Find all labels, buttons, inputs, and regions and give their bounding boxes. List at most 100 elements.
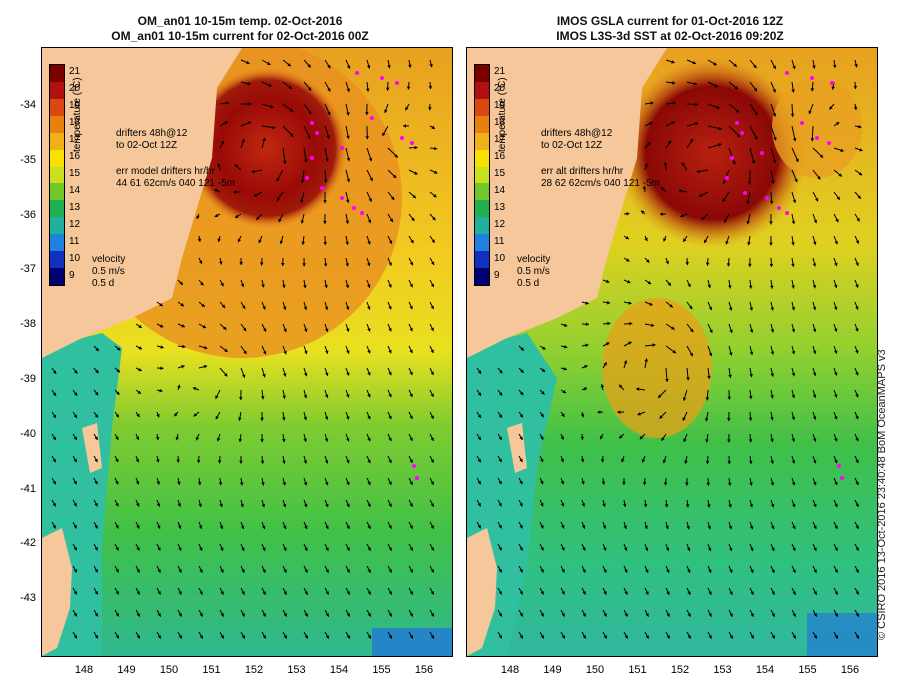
current-arrowhead xyxy=(791,220,796,225)
current-arrowhead xyxy=(560,436,564,440)
drifter-marker xyxy=(410,141,414,145)
current-arrowhead xyxy=(666,613,670,617)
current-arrowhead xyxy=(201,303,205,307)
current-arrowhead xyxy=(219,503,223,508)
current-arrowhead xyxy=(241,374,246,378)
drifter-tracks xyxy=(305,71,419,480)
drifter-marker xyxy=(785,211,789,215)
current-arrowhead xyxy=(707,504,711,508)
current-arrowhead xyxy=(94,613,98,617)
current-arrowhead xyxy=(388,459,392,463)
current-arrowhead xyxy=(750,569,754,573)
current-arrowhead xyxy=(770,307,774,311)
current-arrowhead xyxy=(834,613,838,617)
current-arrowhead xyxy=(498,613,502,617)
current-arrowhead xyxy=(282,460,286,464)
current-arrowhead xyxy=(770,373,775,377)
current-arrowhead xyxy=(304,328,308,332)
current-arrowhead xyxy=(199,613,203,617)
current-arrowhead xyxy=(747,242,751,246)
current-arrowhead xyxy=(198,260,203,264)
current-arrowhead xyxy=(834,459,838,464)
longitude-tick-label: 155 xyxy=(798,664,817,676)
current-arrowhead xyxy=(388,240,393,244)
current-arrowhead xyxy=(409,349,413,354)
current-arrowhead xyxy=(429,63,433,68)
current-arrowhead xyxy=(685,482,689,486)
current-arrowhead xyxy=(855,371,859,376)
current-arrowhead xyxy=(727,439,731,443)
current-arrowhead xyxy=(728,307,733,311)
colorbar-tick-label: 16 xyxy=(494,151,506,163)
current-arrowhead xyxy=(748,263,752,267)
current-arrowhead xyxy=(430,635,434,639)
current-arrowhead xyxy=(519,391,524,396)
current-arrowhead xyxy=(388,547,392,551)
current-arrowhead xyxy=(73,436,77,441)
current-arrowhead xyxy=(659,415,663,419)
current-arrowhead xyxy=(179,281,183,285)
current-arrowhead xyxy=(708,613,712,617)
current-arrowhead xyxy=(540,458,544,463)
colorbar-tick-label: 13 xyxy=(69,201,81,213)
current-arrowhead xyxy=(403,124,407,128)
current-arrowhead xyxy=(678,189,683,193)
current-arrowhead xyxy=(430,393,434,397)
current-arrowhead xyxy=(498,635,502,639)
current-arrowhead xyxy=(246,60,250,65)
current-arrowhead xyxy=(138,324,142,328)
current-arrowhead xyxy=(414,171,418,175)
current-arrowhead xyxy=(754,136,758,140)
current-arrowhead xyxy=(835,218,839,223)
current-arrowhead xyxy=(73,480,77,485)
current-arrowhead xyxy=(220,140,224,145)
current-arrowhead xyxy=(303,460,308,464)
latitude-tick-label: -41 xyxy=(20,482,36,495)
current-arrowhead xyxy=(819,154,824,158)
current-arrowhead xyxy=(624,613,628,617)
current-arrowhead xyxy=(644,547,649,551)
current-arrowhead xyxy=(346,613,350,617)
current-arrowhead xyxy=(345,241,349,245)
current-arrowhead xyxy=(834,262,838,267)
current-arrowhead xyxy=(625,258,630,262)
colorbar-title: temperature (°C) xyxy=(72,77,83,152)
current-arrowhead xyxy=(540,547,544,551)
current-arrowhead xyxy=(115,525,119,529)
current-arrowhead xyxy=(498,480,502,485)
current-arrowhead xyxy=(304,159,308,163)
current-arrowhead xyxy=(283,569,287,573)
longitude-tick-label: 151 xyxy=(202,664,221,676)
current-arrowhead xyxy=(430,525,434,529)
current-arrowhead xyxy=(217,238,221,243)
current-arrowhead xyxy=(498,392,503,396)
current-arrowhead xyxy=(326,135,330,139)
current-arrowhead xyxy=(260,439,264,443)
current-arrowhead xyxy=(770,351,775,355)
velocity-scale: 0.5 m/s xyxy=(517,266,550,277)
left-title-line1: OM_an01 10-15m temp. 02-Oct-2016 xyxy=(137,14,343,28)
current-arrowhead xyxy=(366,88,370,92)
current-arrowhead xyxy=(834,547,838,551)
current-arrowhead xyxy=(791,328,796,333)
drifter-marker xyxy=(412,464,416,468)
current-arrowhead xyxy=(409,415,413,419)
current-arrowhead xyxy=(241,138,245,143)
current-arrowhead xyxy=(182,344,186,349)
warm-eddy-south xyxy=(602,298,712,438)
current-arrowhead xyxy=(560,458,564,463)
current-arrowhead xyxy=(409,327,413,332)
current-arrowhead xyxy=(833,350,838,354)
tasmania-land xyxy=(467,528,497,656)
colorbar-tick-label: 10 xyxy=(69,252,81,264)
current-arrowhead xyxy=(519,480,523,485)
colorbar-swatch xyxy=(50,166,64,184)
current-arrowhead xyxy=(52,436,56,441)
current-arrowhead xyxy=(834,635,838,639)
current-arrowhead xyxy=(367,415,371,420)
current-arrowhead xyxy=(409,525,413,529)
current-arrowhead xyxy=(197,481,202,486)
current-arrowhead xyxy=(812,438,817,442)
current-arrowhead xyxy=(346,157,351,162)
colorbar-tick-label: 21 xyxy=(69,66,81,78)
